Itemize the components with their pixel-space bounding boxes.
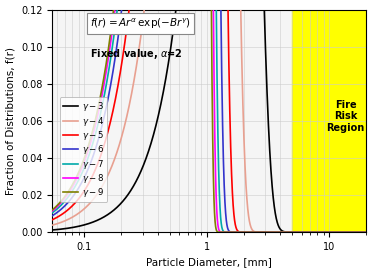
Text: $f(r) = Ar^{\alpha}\,\exp\!\left(-Br^{\gamma}\right)$: $f(r) = Ar^{\alpha}\,\exp\!\left(-Br^{\g… xyxy=(90,16,191,31)
Text: Fire
Risk
Region: Fire Risk Region xyxy=(327,100,365,133)
X-axis label: Particle Diameter, [mm]: Particle Diameter, [mm] xyxy=(146,257,272,268)
Legend: $\gamma-3$, $\gamma-4$, $\gamma-5$, $\gamma-6$, $\gamma-7$, $\gamma-8$, $\gamma-: $\gamma-3$, $\gamma-4$, $\gamma-5$, $\ga… xyxy=(60,97,108,202)
Text: Fixed value, $\alpha$=2: Fixed value, $\alpha$=2 xyxy=(90,48,183,61)
Y-axis label: Fraction of Distributions, f(r): Fraction of Distributions, f(r) xyxy=(6,47,16,195)
